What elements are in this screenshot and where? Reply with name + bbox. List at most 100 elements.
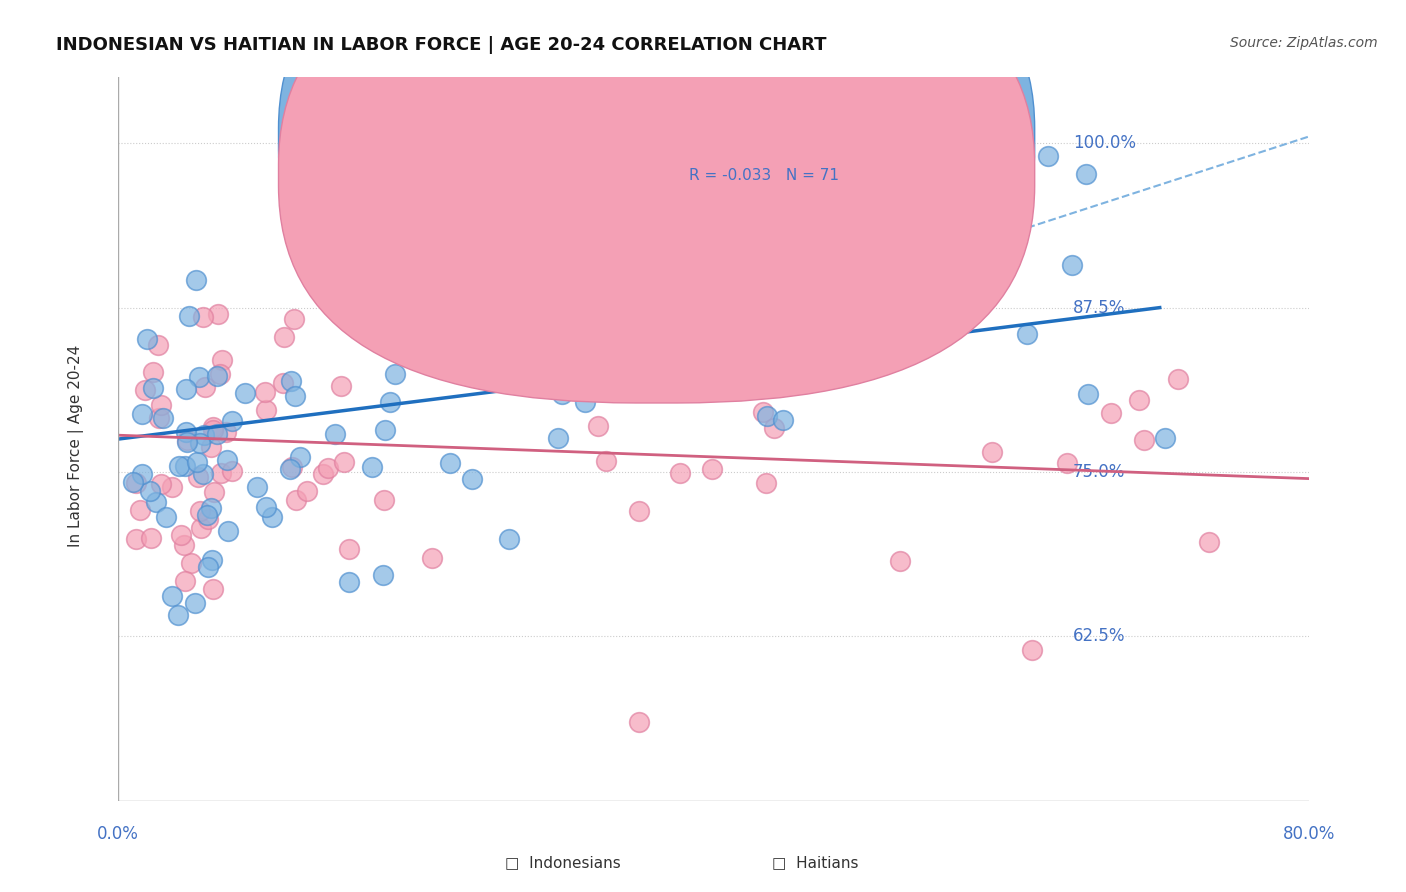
Point bbox=[1060, 258, 1083, 272]
Point bbox=[367, 149, 389, 163]
Text: R = -0.033   N = 71: R = -0.033 N = 71 bbox=[689, 168, 839, 183]
Point bbox=[173, 538, 195, 552]
Point bbox=[190, 504, 212, 518]
Point bbox=[193, 310, 215, 324]
Point bbox=[284, 492, 307, 507]
Point bbox=[710, 215, 733, 229]
Point bbox=[180, 556, 202, 570]
Point bbox=[211, 353, 233, 368]
Point bbox=[200, 500, 222, 515]
Point bbox=[141, 531, 163, 545]
Point bbox=[149, 398, 172, 412]
Point bbox=[254, 500, 277, 515]
Text: INDONESIAN VS HAITIAN IN LABOR FORCE | AGE 20-24 CORRELATION CHART: INDONESIAN VS HAITIAN IN LABOR FORCE | A… bbox=[56, 36, 827, 54]
Point bbox=[752, 405, 775, 419]
Point bbox=[1036, 149, 1059, 163]
Point bbox=[733, 376, 755, 391]
Point bbox=[202, 484, 225, 499]
Point bbox=[205, 369, 228, 384]
Point bbox=[332, 455, 354, 469]
Point bbox=[221, 464, 243, 478]
Point bbox=[214, 425, 236, 439]
Text: 87.5%: 87.5% bbox=[1073, 299, 1125, 317]
Point bbox=[131, 407, 153, 421]
Point bbox=[142, 365, 165, 379]
Point bbox=[187, 470, 209, 484]
Point bbox=[323, 426, 346, 441]
Point bbox=[325, 291, 347, 305]
Point bbox=[173, 574, 195, 588]
Point bbox=[550, 387, 572, 401]
Text: 62.5%: 62.5% bbox=[1073, 627, 1125, 646]
Point bbox=[574, 395, 596, 409]
Point bbox=[160, 480, 183, 494]
Point bbox=[193, 428, 215, 442]
Point bbox=[316, 461, 339, 475]
Point bbox=[187, 370, 209, 384]
Point bbox=[197, 512, 219, 526]
Point bbox=[337, 575, 360, 590]
Text: 0.0%: 0.0% bbox=[97, 824, 139, 843]
Point bbox=[152, 411, 174, 425]
Point bbox=[384, 367, 406, 381]
Point bbox=[201, 552, 224, 566]
Point bbox=[139, 483, 162, 498]
Point bbox=[284, 389, 307, 403]
Point bbox=[142, 381, 165, 395]
Point bbox=[254, 403, 277, 417]
Point bbox=[312, 467, 335, 482]
Point bbox=[755, 409, 778, 423]
Point bbox=[122, 475, 145, 489]
Point bbox=[136, 332, 159, 346]
Point bbox=[190, 521, 212, 535]
Text: □  Haitians: □ Haitians bbox=[772, 855, 859, 870]
Point bbox=[207, 307, 229, 321]
Point bbox=[125, 532, 148, 546]
Point bbox=[373, 567, 395, 582]
Point bbox=[201, 582, 224, 597]
Point bbox=[128, 502, 150, 516]
Point bbox=[190, 435, 212, 450]
Point bbox=[547, 431, 569, 445]
Point bbox=[1128, 392, 1150, 407]
Point bbox=[221, 414, 243, 428]
Point bbox=[628, 504, 651, 518]
Point bbox=[763, 421, 786, 435]
Text: In Labor Force | Age 20-24: In Labor Force | Age 20-24 bbox=[69, 344, 84, 547]
FancyBboxPatch shape bbox=[617, 113, 998, 211]
FancyBboxPatch shape bbox=[278, 0, 1035, 403]
Point bbox=[329, 378, 352, 392]
Point bbox=[439, 456, 461, 470]
Point bbox=[170, 528, 193, 542]
Point bbox=[297, 483, 319, 498]
Point bbox=[595, 454, 617, 468]
Point bbox=[278, 462, 301, 476]
Point bbox=[755, 475, 778, 490]
Point bbox=[460, 472, 482, 486]
Point bbox=[202, 423, 225, 437]
Point bbox=[702, 462, 724, 476]
Point bbox=[148, 411, 170, 425]
Point bbox=[634, 332, 657, 346]
Point bbox=[586, 418, 609, 433]
Point bbox=[1154, 431, 1177, 445]
Point bbox=[288, 450, 311, 464]
Point bbox=[262, 509, 284, 524]
Text: 80.0%: 80.0% bbox=[1282, 824, 1334, 843]
Point bbox=[186, 273, 208, 287]
Point bbox=[207, 426, 229, 441]
Point bbox=[693, 327, 716, 342]
Point bbox=[337, 541, 360, 556]
Point bbox=[420, 551, 443, 566]
Text: ZIPatlas: ZIPatlas bbox=[453, 217, 783, 285]
Text: 100.0%: 100.0% bbox=[1073, 134, 1136, 153]
Point bbox=[1015, 327, 1038, 342]
Point bbox=[669, 467, 692, 481]
Point bbox=[174, 382, 197, 396]
Point bbox=[209, 367, 232, 381]
Point bbox=[253, 384, 276, 399]
Point bbox=[772, 413, 794, 427]
Text: 75.0%: 75.0% bbox=[1073, 463, 1125, 481]
Point bbox=[981, 445, 1004, 459]
Point bbox=[935, 262, 957, 277]
